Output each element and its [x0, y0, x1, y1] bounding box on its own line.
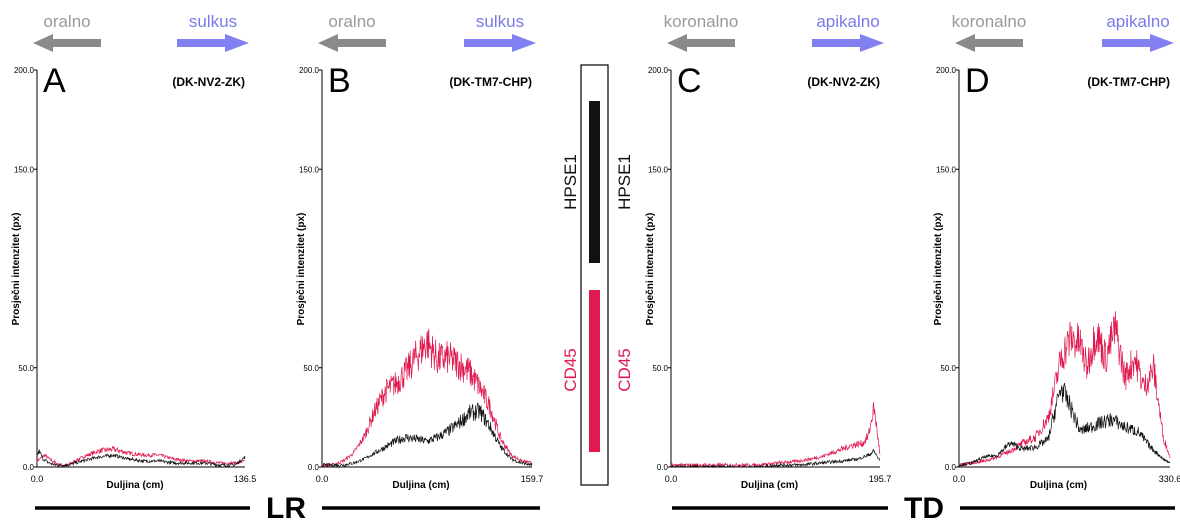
y-tick-label: 50.0: [18, 364, 34, 373]
arrow-left-icon: [667, 34, 735, 52]
y-tick-label: 0.0: [23, 463, 35, 472]
series-line-cd45: [322, 329, 532, 467]
chart-panel-a: oralno sulkus A (DK-NV2-ZK) 0.0 50.0 150.0 200.…: [11, 12, 256, 491]
y-tick-label: 150.0: [936, 165, 957, 174]
group-lr-label: LR: [266, 492, 306, 522]
x-tick-label: 0.0: [665, 474, 678, 484]
arrow-left-icon: [318, 34, 386, 52]
direction-left-label: koronalno: [664, 12, 739, 31]
x-tick-label: 0.0: [953, 474, 966, 484]
sample-label: (DK-NV2-ZK): [172, 75, 245, 89]
y-axis-label: Prosječni intenzitet (px): [933, 213, 944, 326]
y-tick-label: 50.0: [940, 364, 956, 373]
direction-left-label: oralno: [43, 12, 90, 31]
y-tick-label: 150.0: [14, 165, 35, 174]
series-line-cd45: [37, 446, 245, 466]
legend-label-cd45-left: CD45: [561, 348, 580, 391]
y-tick-label: 200.0: [14, 66, 35, 75]
x-tick-label: 136.5: [234, 474, 257, 484]
chart-panel-d: koronalno apikalno D (DK-TM7-CHP) 0.0 50.0 150…: [933, 12, 1180, 491]
marker-legend: HPSE1 HPSE1 CD45 CD45: [561, 65, 634, 485]
y-tick-label: 150.0: [648, 165, 669, 174]
series-line-hpse1: [671, 450, 880, 468]
x-tick-label: 0.0: [316, 474, 329, 484]
x-axis-label: Duljina (cm): [1030, 480, 1087, 491]
chart-panel-c: koronalno apikalno C (DK-NV2-ZK) 0.0 50.0 150.…: [645, 12, 891, 491]
arrow-left-icon: [33, 34, 101, 52]
series-line-cd45: [671, 402, 880, 467]
y-tick-label: 0.0: [945, 463, 957, 472]
arrow-right-icon: [464, 34, 536, 52]
x-axis-label: Duljina (cm): [392, 480, 449, 491]
chart-panel-b: oralno sulkus B (DK-TM7-CHP) 0.0 50.0 150.0 200…: [296, 12, 543, 491]
panel-letter: C: [677, 62, 702, 100]
x-tick-label: 330.6: [1159, 474, 1180, 484]
x-tick-label: 159.7: [521, 474, 544, 484]
direction-right-label: sulkus: [476, 12, 524, 31]
y-axis-label: Prosječni intenzitet (px): [11, 213, 22, 326]
y-tick-label: 200.0: [299, 66, 320, 75]
direction-right-label: apikalno: [1106, 12, 1169, 31]
series-line-hpse1: [959, 383, 1170, 466]
arrow-right-icon: [812, 34, 884, 52]
group-td: TD: [672, 492, 1175, 522]
direction-left-label: oralno: [328, 12, 375, 31]
legend-bar-hpse1: [589, 101, 600, 263]
y-tick-label: 150.0: [299, 165, 320, 174]
y-tick-label: 200.0: [936, 66, 957, 75]
y-axis-label: Prosječni intenzitet (px): [296, 213, 307, 326]
panel-letter: D: [965, 62, 990, 100]
y-tick-label: 0.0: [308, 463, 320, 472]
y-tick-label: 50.0: [652, 364, 668, 373]
x-axis-label: Duljina (cm): [741, 480, 798, 491]
x-axis-label: Duljina (cm): [106, 480, 163, 491]
series-line-cd45: [959, 311, 1170, 466]
group-td-label: TD: [904, 492, 944, 522]
direction-left-label: koronalno: [952, 12, 1027, 31]
sample-label: (DK-TM7-CHP): [449, 75, 532, 89]
y-tick-label: 50.0: [303, 364, 319, 373]
panel-letter: B: [328, 62, 351, 100]
legend-label-hpse1-right: HPSE1: [615, 154, 634, 210]
legend-bar-cd45: [589, 290, 600, 452]
sample-label: (DK-NV2-ZK): [807, 75, 880, 89]
series-line-hpse1: [37, 449, 245, 466]
legend-label-hpse1-left: HPSE1: [561, 154, 580, 210]
direction-right-label: sulkus: [189, 12, 237, 31]
y-axis-label: Prosječni intenzitet (px): [645, 213, 656, 326]
panel-letter: A: [43, 62, 66, 100]
y-tick-label: 200.0: [648, 66, 669, 75]
arrow-right-icon: [1102, 34, 1174, 52]
sample-label: (DK-TM7-CHP): [1087, 75, 1170, 89]
x-tick-label: 195.7: [869, 474, 892, 484]
x-tick-label: 0.0: [31, 474, 44, 484]
y-tick-label: 0.0: [657, 463, 669, 472]
group-lr: LR: [35, 492, 540, 522]
arrow-left-icon: [955, 34, 1023, 52]
direction-right-label: apikalno: [816, 12, 879, 31]
arrow-right-icon: [177, 34, 249, 52]
legend-label-cd45-right: CD45: [615, 348, 634, 391]
